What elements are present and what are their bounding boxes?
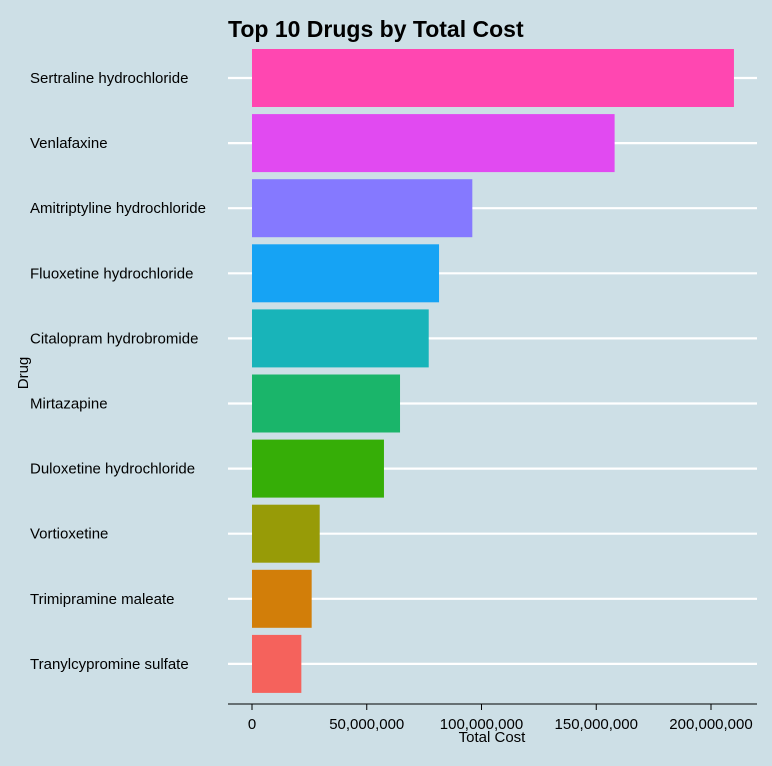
bar: [252, 244, 440, 303]
y-axis-title: Drug: [15, 357, 32, 390]
y-tick-label: Mirtazapine: [30, 396, 108, 413]
bar: [252, 569, 312, 628]
x-axis-title: Total Cost: [459, 729, 527, 746]
x-tick-label: 150,000,000: [555, 716, 638, 733]
y-tick-label: Duloxetine hydrochloride: [30, 461, 195, 478]
bar: [252, 374, 401, 433]
y-tick-label: Trimipramine maleate: [30, 591, 175, 608]
bar: [252, 49, 734, 107]
x-tick-label: 50,000,000: [329, 716, 404, 733]
bar: [252, 179, 473, 238]
y-tick-label: Citalopram hydrobromide: [30, 330, 198, 347]
bar: [252, 114, 615, 173]
bar: [252, 634, 302, 693]
y-tick-label: Amitriptyline hydrochloride: [30, 200, 206, 217]
bar: [252, 439, 384, 498]
bar: [252, 309, 429, 368]
bar: [252, 504, 320, 563]
chart-title: Top 10 Drugs by Total Cost: [228, 16, 524, 42]
y-tick-label: Vortioxetine: [30, 526, 108, 543]
x-tick-label: 200,000,000: [669, 716, 752, 733]
y-tick-label: Sertraline hydrochloride: [30, 70, 188, 87]
y-tick-label: Tranylcypromine sulfate: [30, 656, 189, 673]
x-tick-label: 0: [248, 716, 256, 733]
x-tick-label: 100,000,000: [440, 716, 523, 733]
y-tick-label: Fluoxetine hydrochloride: [30, 265, 193, 282]
y-tick-label: Venlafaxine: [30, 135, 108, 152]
